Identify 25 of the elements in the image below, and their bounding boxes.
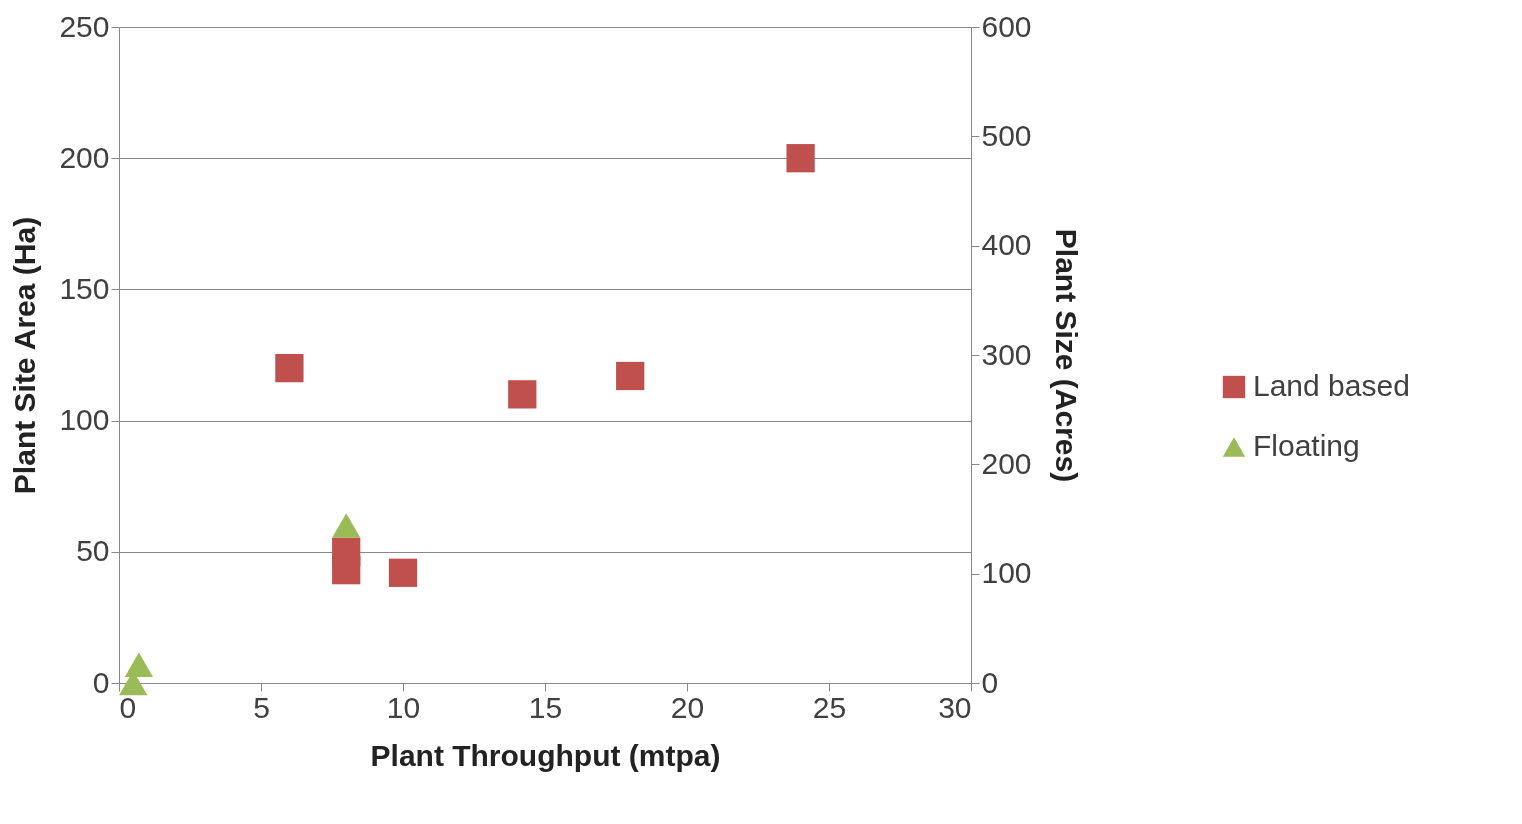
y2-tick-label: 100	[981, 556, 1032, 590]
y2-tick-label: 200	[981, 446, 1032, 480]
x-axis-title: Plant Throughput (mtpa)	[370, 738, 721, 772]
y-tick-label: 250	[59, 9, 110, 43]
legend-label: Land based	[1253, 369, 1410, 402]
legend-label: Floating	[1253, 429, 1360, 462]
x-tick-label: 5	[253, 690, 270, 724]
x-tick-label: 25	[812, 690, 847, 724]
y-tick-label: 0	[92, 665, 110, 699]
y2-tick-label: 0	[981, 665, 999, 699]
y-tick-label: 100	[59, 403, 110, 437]
y2-tick-label: 600	[981, 9, 1032, 43]
y2-tick-label: 400	[981, 228, 1032, 262]
x-tick-label: 15	[528, 690, 563, 724]
y-tick-label: 50	[76, 534, 110, 568]
x-tick-label: 0	[119, 690, 137, 724]
y-tick-label: 200	[59, 140, 110, 174]
x-tick-label: 20	[670, 690, 705, 724]
y-tick-label: 150	[59, 271, 110, 305]
y2-tick-label: 500	[981, 118, 1032, 152]
y-axis-title: Plant Site Area (Ha)	[8, 216, 42, 495]
y2-axis-title: Plant Size (Acres)	[1049, 228, 1083, 483]
y2-tick-label: 300	[981, 337, 1032, 371]
x-tick-label: 30	[938, 690, 972, 724]
x-tick-label: 10	[386, 690, 421, 724]
